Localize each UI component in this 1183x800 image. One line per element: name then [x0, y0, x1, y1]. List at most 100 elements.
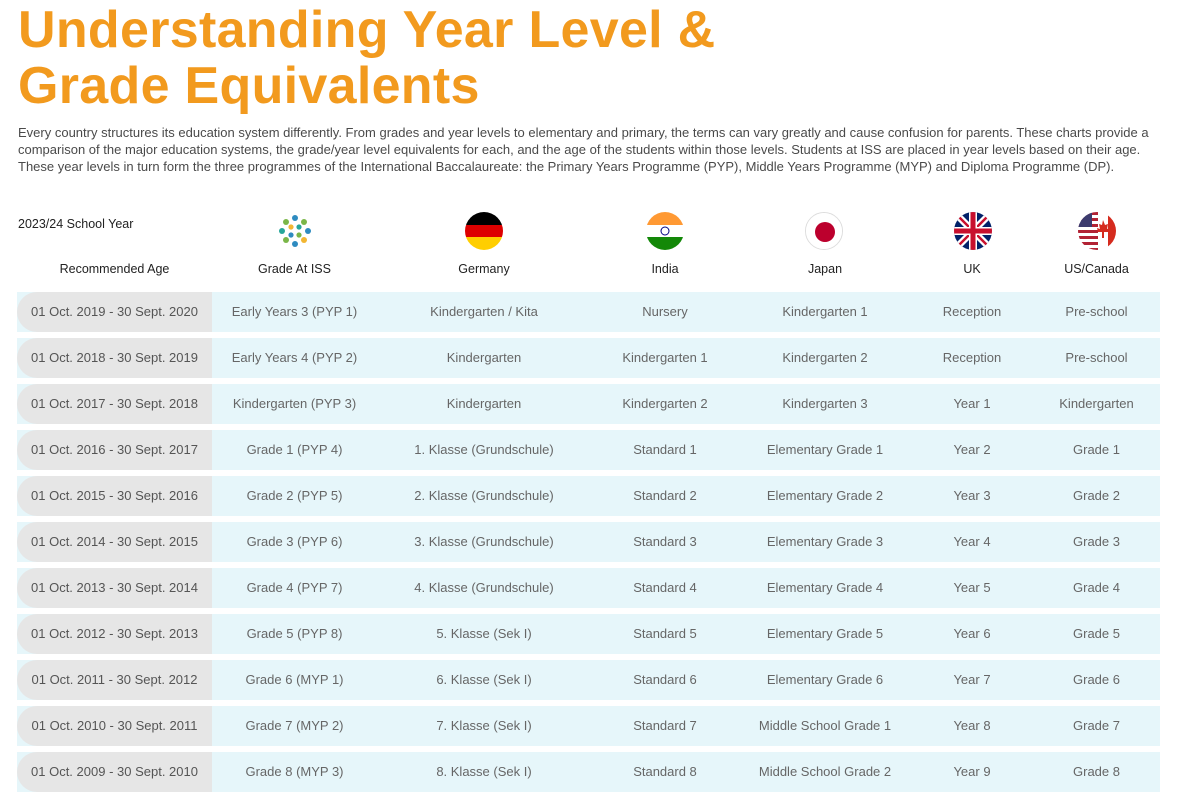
us-canada-cell: Kindergarten [1059, 396, 1134, 411]
age-range-cell: 01 Oct. 2009 - 30 Sept. 2010 [17, 752, 212, 792]
header-uk: UK [963, 262, 981, 276]
page-title: Understanding Year Level & Grade Equival… [18, 2, 716, 114]
us-canada-cell: Grade 5 [1073, 626, 1120, 641]
india-cell: Standard 5 [633, 626, 697, 641]
germany-cell: Kindergarten [446, 350, 522, 365]
age-range-cell: 01 Oct. 2012 - 30 Sept. 2013 [17, 614, 212, 654]
age-range-cell: 01 Oct. 2016 - 30 Sept. 2017 [17, 430, 212, 470]
us-canada-cell: Grade 2 [1073, 488, 1120, 503]
page-title-line-2: Grade Equivalents [18, 57, 480, 115]
us-canada-cell: Pre-school [1065, 304, 1128, 319]
japan-cell: Middle School Grade 2 [758, 764, 892, 779]
germany-cell: 3. Klasse (Grundschule) [414, 534, 554, 549]
japan-cell: Elementary Grade 4 [766, 580, 884, 595]
equivalents-table: 01 Oct. 2019 - 30 Sept. 2020 Early Years… [17, 292, 1160, 798]
japan-flag-icon [805, 212, 843, 250]
germany-cell: 6. Klasse (Sek I) [436, 672, 532, 687]
us-canada-cell: Pre-school [1065, 350, 1128, 365]
india-cell: Standard 1 [633, 442, 697, 457]
us-canada-cell: Grade 8 [1073, 764, 1120, 779]
iss-grade-cell: Grade 3 (PYP 6) [246, 534, 343, 549]
japan-cell: Kindergarten 1 [782, 304, 868, 319]
uk-cell: Year 8 [953, 718, 991, 733]
iss-grade-cell: Grade 5 (PYP 8) [246, 626, 343, 641]
uk-cell: Reception [942, 304, 1002, 319]
school-year-label: 2023/24 School Year [18, 217, 134, 231]
germany-cell: 1. Klasse (Grundschule) [414, 442, 554, 457]
table-row: 01 Oct. 2017 - 30 Sept. 2018 Kindergarte… [17, 384, 1160, 424]
india-cell: Kindergarten 1 [622, 350, 708, 365]
uk-cell: Year 4 [953, 534, 991, 549]
iss-grade-cell: Early Years 3 (PYP 1) [231, 304, 358, 319]
iss-grade-cell: Grade 8 (MYP 3) [245, 764, 344, 779]
us-canada-cell: Grade 6 [1073, 672, 1120, 687]
age-range-cell: 01 Oct. 2015 - 30 Sept. 2016 [17, 476, 212, 516]
india-flag-icon [646, 212, 684, 250]
germany-cell: 2. Klasse (Grundschule) [414, 488, 554, 503]
header-recommended-age: Recommended Age [59, 262, 170, 276]
intro-paragraph: Every country structures its education s… [18, 125, 1149, 174]
header-india: India [651, 262, 679, 276]
us-canada-flag-icon [1078, 212, 1116, 250]
table-row: 01 Oct. 2009 - 30 Sept. 2010 Grade 8 (MY… [17, 752, 1160, 792]
age-range-cell: 01 Oct. 2013 - 30 Sept. 2014 [17, 568, 212, 608]
iss-grade-cell: Kindergarten (PYP 3) [232, 396, 357, 411]
age-range-cell: 01 Oct. 2018 - 30 Sept. 2019 [17, 338, 212, 378]
us-canada-cell: Grade 7 [1073, 718, 1120, 733]
us-canada-cell: Grade 4 [1073, 580, 1120, 595]
germany-cell: 8. Klasse (Sek I) [436, 764, 532, 779]
header-japan: Japan [807, 262, 843, 276]
uk-cell: Year 9 [953, 764, 991, 779]
table-row: 01 Oct. 2014 - 30 Sept. 2015 Grade 3 (PY… [17, 522, 1160, 562]
india-cell: Standard 7 [633, 718, 697, 733]
uk-cell: Year 2 [953, 442, 991, 457]
iss-grade-cell: Grade 1 (PYP 4) [246, 442, 343, 457]
table-row: 01 Oct. 2019 - 30 Sept. 2020 Early Years… [17, 292, 1160, 332]
india-cell: Standard 3 [633, 534, 697, 549]
germany-cell: Kindergarten / Kita [430, 304, 538, 319]
iss-grade-cell: Early Years 4 (PYP 2) [231, 350, 358, 365]
us-canada-cell: Grade 3 [1073, 534, 1120, 549]
india-cell: Kindergarten 2 [622, 396, 708, 411]
uk-cell: Year 1 [953, 396, 991, 411]
iss-grade-cell: Grade 4 (PYP 7) [246, 580, 343, 595]
table-row: 01 Oct. 2011 - 30 Sept. 2012 Grade 6 (MY… [17, 660, 1160, 700]
japan-cell: Elementary Grade 3 [766, 534, 884, 549]
japan-cell: Elementary Grade 1 [766, 442, 884, 457]
iss-logo-icon [276, 212, 314, 250]
age-range-cell: 01 Oct. 2014 - 30 Sept. 2015 [17, 522, 212, 562]
japan-cell: Elementary Grade 6 [766, 672, 884, 687]
japan-cell: Kindergarten 2 [782, 350, 868, 365]
age-range-cell: 01 Oct. 2019 - 30 Sept. 2020 [17, 292, 212, 332]
header-us-canada: US/Canada [1064, 262, 1129, 276]
japan-cell: Kindergarten 3 [782, 396, 868, 411]
table-row: 01 Oct. 2016 - 30 Sept. 2017 Grade 1 (PY… [17, 430, 1160, 470]
germany-cell: Kindergarten [446, 396, 522, 411]
japan-cell: Middle School Grade 1 [758, 718, 892, 733]
india-cell: Standard 2 [633, 488, 697, 503]
india-cell: Standard 8 [633, 764, 697, 779]
india-cell: Standard 4 [633, 580, 697, 595]
germany-cell: 5. Klasse (Sek I) [436, 626, 532, 641]
iss-grade-cell: Grade 7 (MYP 2) [245, 718, 344, 733]
age-range-cell: 01 Oct. 2017 - 30 Sept. 2018 [17, 384, 212, 424]
uk-flag-icon [954, 212, 992, 250]
iss-grade-cell: Grade 2 (PYP 5) [246, 488, 343, 503]
table-row: 01 Oct. 2010 - 30 Sept. 2011 Grade 7 (MY… [17, 706, 1160, 746]
table-row: 01 Oct. 2015 - 30 Sept. 2016 Grade 2 (PY… [17, 476, 1160, 516]
page-title-line-1: Understanding Year Level & [18, 1, 716, 59]
header-grade-at-iss: Grade At ISS [258, 262, 331, 276]
germany-cell: 7. Klasse (Sek I) [436, 718, 532, 733]
uk-cell: Reception [942, 350, 1002, 365]
india-cell: Standard 6 [633, 672, 697, 687]
us-canada-cell: Grade 1 [1073, 442, 1120, 457]
uk-cell: Year 3 [953, 488, 991, 503]
japan-cell: Elementary Grade 5 [766, 626, 884, 641]
header-germany: Germany [458, 262, 510, 276]
age-range-cell: 01 Oct. 2010 - 30 Sept. 2011 [17, 706, 212, 746]
table-row: 01 Oct. 2013 - 30 Sept. 2014 Grade 4 (PY… [17, 568, 1160, 608]
uk-cell: Year 6 [953, 626, 991, 641]
uk-cell: Year 7 [953, 672, 991, 687]
germany-flag-icon [465, 212, 503, 250]
table-row: 01 Oct. 2018 - 30 Sept. 2019 Early Years… [17, 338, 1160, 378]
